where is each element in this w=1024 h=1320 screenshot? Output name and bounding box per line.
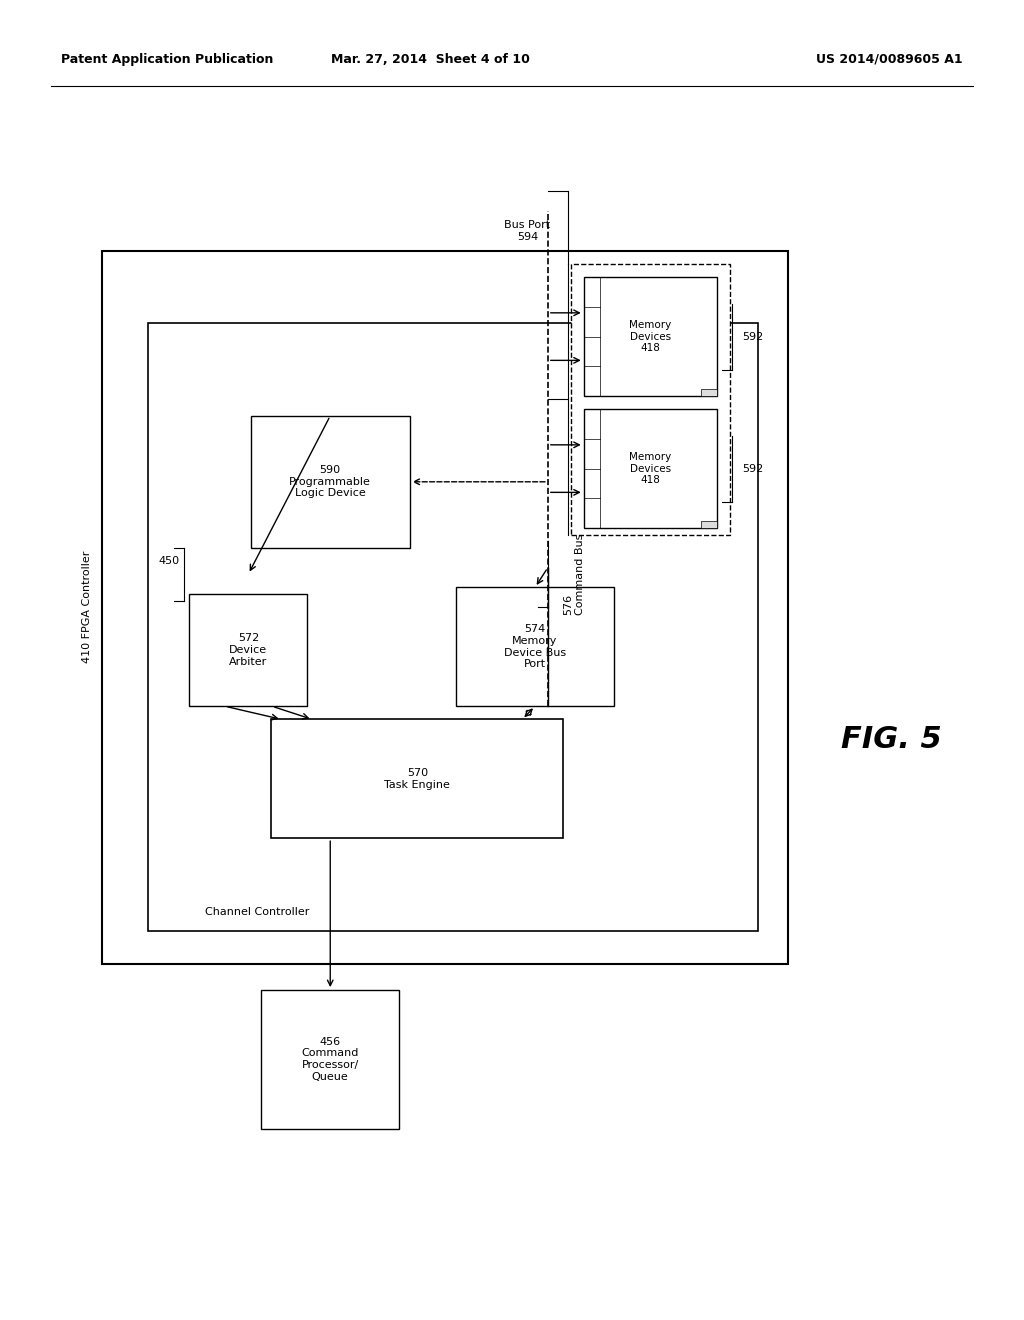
Text: Mar. 27, 2014  Sheet 4 of 10: Mar. 27, 2014 Sheet 4 of 10 xyxy=(331,53,529,66)
Text: 592: 592 xyxy=(742,463,764,474)
Text: 572
Device
Arbiter: 572 Device Arbiter xyxy=(229,634,267,667)
Text: Patent Application Publication: Patent Application Publication xyxy=(61,53,273,66)
Text: 574
Memory
Device Bus
Port: 574 Memory Device Bus Port xyxy=(504,624,566,669)
Text: 450: 450 xyxy=(159,556,180,566)
Text: Channel Controller: Channel Controller xyxy=(205,907,309,917)
Text: Memory
Devices
418: Memory Devices 418 xyxy=(629,319,672,354)
Text: 456
Command
Processor/
Queue: 456 Command Processor/ Queue xyxy=(301,1038,359,1081)
Bar xyxy=(700,389,717,396)
Bar xyxy=(584,277,717,396)
Text: FIG. 5: FIG. 5 xyxy=(841,725,941,754)
Text: Memory
Devices
418: Memory Devices 418 xyxy=(629,451,672,486)
Bar xyxy=(571,264,730,535)
Text: Bus Port
594: Bus Port 594 xyxy=(504,220,551,242)
Text: 576
Command Bus: 576 Command Bus xyxy=(563,533,585,615)
Bar xyxy=(251,416,410,548)
Bar xyxy=(456,587,614,706)
Bar xyxy=(584,409,717,528)
Text: 570
Task Engine: 570 Task Engine xyxy=(384,768,451,789)
Bar xyxy=(189,594,307,706)
Bar xyxy=(261,990,399,1129)
Bar xyxy=(148,323,758,931)
Bar xyxy=(102,251,788,964)
Bar xyxy=(271,719,563,838)
Text: 590
Programmable
Logic Device: 590 Programmable Logic Device xyxy=(290,465,371,499)
Text: 592: 592 xyxy=(742,331,764,342)
Text: 410 FPGA Controller: 410 FPGA Controller xyxy=(82,550,92,664)
Bar xyxy=(700,521,717,528)
Text: US 2014/0089605 A1: US 2014/0089605 A1 xyxy=(816,53,963,66)
